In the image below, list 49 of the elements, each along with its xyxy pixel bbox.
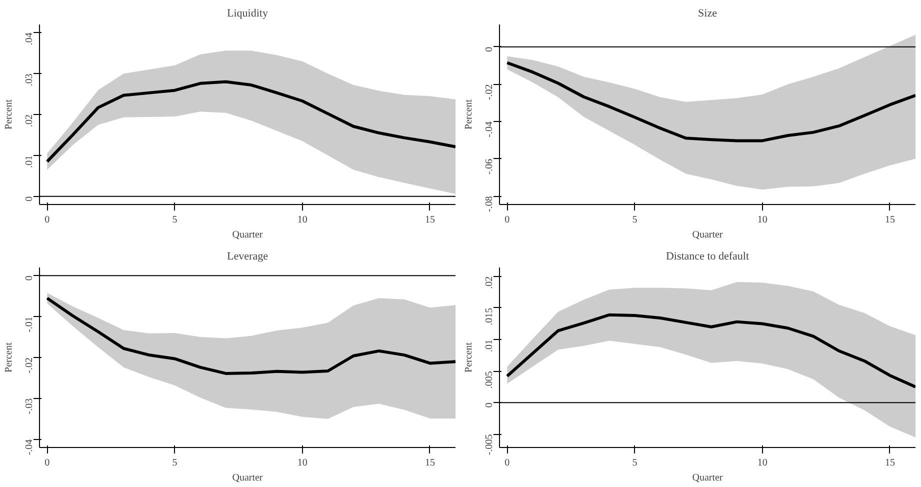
y-tick-label: .02 — [484, 276, 495, 289]
x-tick-label: 5 — [172, 214, 178, 226]
y-tick-label: -.04 — [24, 439, 35, 456]
y-tick-label: .005 — [484, 371, 495, 389]
x-axis-title: Quarter — [692, 230, 724, 240]
x-tick-label: 5 — [172, 458, 178, 468]
x-tick-label: 10 — [297, 214, 308, 226]
y-axis-title: Percent — [464, 99, 474, 130]
y-tick-label: .01 — [24, 155, 35, 168]
chart-title: Liquidity — [227, 8, 268, 20]
y-tick-label: -.06 — [484, 158, 495, 175]
x-tick-label: 0 — [504, 458, 510, 468]
y-tick-label: -.005 — [484, 434, 495, 456]
y-tick-label: .03 — [24, 74, 35, 86]
x-tick-label: 0 — [44, 458, 50, 468]
x-tick-label: 10 — [297, 458, 308, 468]
y-axis-title: Percent — [4, 342, 14, 372]
y-tick-label: .02 — [24, 114, 35, 127]
y-tick-label: .015 — [484, 308, 495, 326]
y-tick-label: 0 — [24, 276, 35, 281]
chart-title: Distance to default — [666, 250, 750, 262]
y-tick-label: .04 — [24, 32, 35, 46]
y-axis-title: Percent — [4, 99, 14, 130]
y-tick-label: -.02 — [24, 357, 35, 374]
chart-title: Size — [698, 8, 718, 20]
x-tick-label: 15 — [884, 458, 895, 468]
x-axis-title: Quarter — [232, 230, 264, 240]
x-tick-label: 5 — [632, 458, 638, 468]
x-tick-label: 5 — [632, 214, 638, 226]
y-tick-label: -.08 — [484, 196, 495, 212]
y-tick-label: 0 — [484, 46, 495, 52]
y-axis-title: Percent — [464, 342, 474, 372]
x-tick-label: 10 — [757, 214, 768, 226]
x-tick-label: 15 — [884, 214, 895, 226]
y-tick-label: 0 — [24, 196, 35, 202]
x-tick-label: 0 — [504, 214, 510, 226]
x-axis-title: Quarter — [232, 472, 264, 484]
x-tick-label: 15 — [424, 458, 435, 468]
x-tick-label: 15 — [424, 214, 435, 226]
chart-title: Leverage — [227, 250, 268, 262]
y-tick-label: 0 — [484, 402, 495, 408]
y-tick-label: -.04 — [484, 121, 495, 138]
x-tick-label: 0 — [44, 214, 50, 226]
x-axis-title: Quarter — [692, 472, 724, 484]
y-tick-label: -.03 — [24, 398, 35, 414]
y-tick-label: -.01 — [24, 316, 35, 332]
y-tick-label: -.02 — [484, 84, 495, 100]
y-tick-label: .01 — [484, 340, 495, 352]
x-tick-label: 10 — [757, 458, 768, 468]
